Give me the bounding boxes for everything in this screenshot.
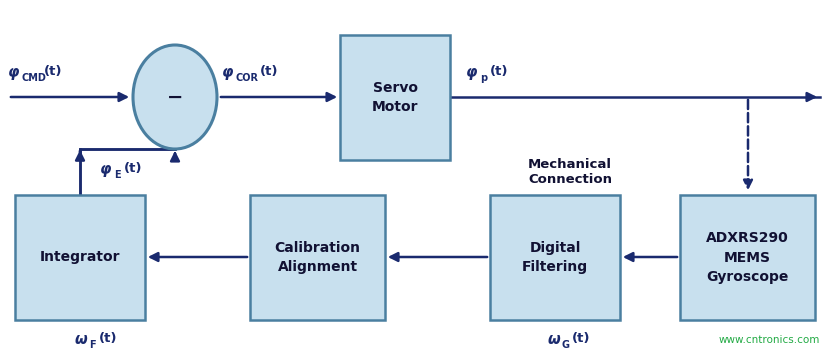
Text: G: G [562,340,570,350]
Text: (t): (t) [99,332,117,345]
Text: (t): (t) [124,162,143,175]
Text: Calibration
Alignment: Calibration Alignment [274,241,361,274]
Text: (t): (t) [490,65,508,78]
Text: F: F [89,340,96,350]
Bar [490,195,620,320]
Text: E: E [114,170,121,180]
Text: ω: ω [548,332,560,347]
Text: φ: φ [8,65,19,80]
Text: φ: φ [466,65,477,80]
Text: (t): (t) [260,65,279,78]
Text: ω: ω [75,332,88,347]
Bar [15,195,145,320]
Text: Mechanical
Connection: Mechanical Connection [528,158,612,186]
Text: φ: φ [222,65,233,80]
Text: Servo
Motor: Servo Motor [372,81,419,114]
Bar [340,35,450,160]
Text: CMD: CMD [22,73,47,83]
Text: Integrator: Integrator [39,250,120,265]
Text: COR: COR [236,73,259,83]
Text: φ: φ [100,162,112,177]
Bar [680,195,815,320]
Text: (t): (t) [44,65,62,78]
Bar [250,195,385,320]
Text: −: − [167,87,183,107]
Text: www.cntronics.com: www.cntronics.com [719,335,820,345]
Text: p: p [480,73,487,83]
Ellipse shape [133,45,217,149]
Text: ADXRS290
MEMS
Gyroscope: ADXRS290 MEMS Gyroscope [706,231,789,284]
Text: (t): (t) [572,332,591,345]
Text: Digital
Filtering: Digital Filtering [522,241,588,274]
